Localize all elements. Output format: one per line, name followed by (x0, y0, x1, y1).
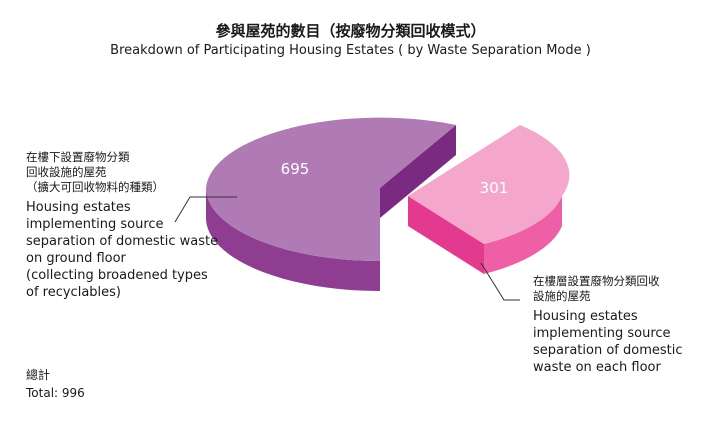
slice-value-ground-floor: 695 (281, 160, 310, 178)
leader-line-each-floor (480, 262, 520, 301)
slice-each-floor-top (408, 125, 570, 244)
slice-value-each-floor: 301 (480, 179, 509, 197)
label-ground-floor: 在樓下設置廢物分類 回收設施的屋苑 （擴大可回收物料的種類） Housing e… (26, 150, 246, 301)
slice-ground-floor-top (206, 117, 456, 261)
slice-each-floor-side (408, 196, 484, 274)
label-each-floor-chinese: 在樓層設置廢物分類回收 設施的屋苑 (533, 274, 660, 303)
label-each-floor: 在樓層設置廢物分類回收 設施的屋苑 Housing estates implem… (533, 274, 698, 376)
total-label-english: Total: 996 (26, 386, 85, 400)
total-label-chinese: 總計 (26, 368, 51, 382)
label-each-floor-english: Housing estates implementing source sepa… (533, 309, 683, 375)
chart-title-chinese: 參與屋苑的數目（按廢物分類回收模式） (215, 22, 486, 40)
label-ground-floor-chinese: 在樓下設置廢物分類 回收設施的屋苑 （擴大可回收物料的種類） (26, 150, 164, 194)
pie-slice-ground-floor: 695 (206, 117, 456, 291)
slice-ground-floor-cut2 (380, 125, 456, 218)
slice-each-floor-side-outer (484, 196, 562, 274)
pie-slice-each-floor: 301 (408, 125, 570, 274)
total-block: 總計 Total: 996 (26, 366, 85, 402)
label-ground-floor-english: Housing estates implementing source sepa… (26, 200, 219, 300)
leader-line-ground-floor (174, 196, 237, 223)
slice-ground-floor-side (206, 188, 380, 291)
chart-title-english: Breakdown of Participating Housing Estat… (110, 43, 591, 58)
